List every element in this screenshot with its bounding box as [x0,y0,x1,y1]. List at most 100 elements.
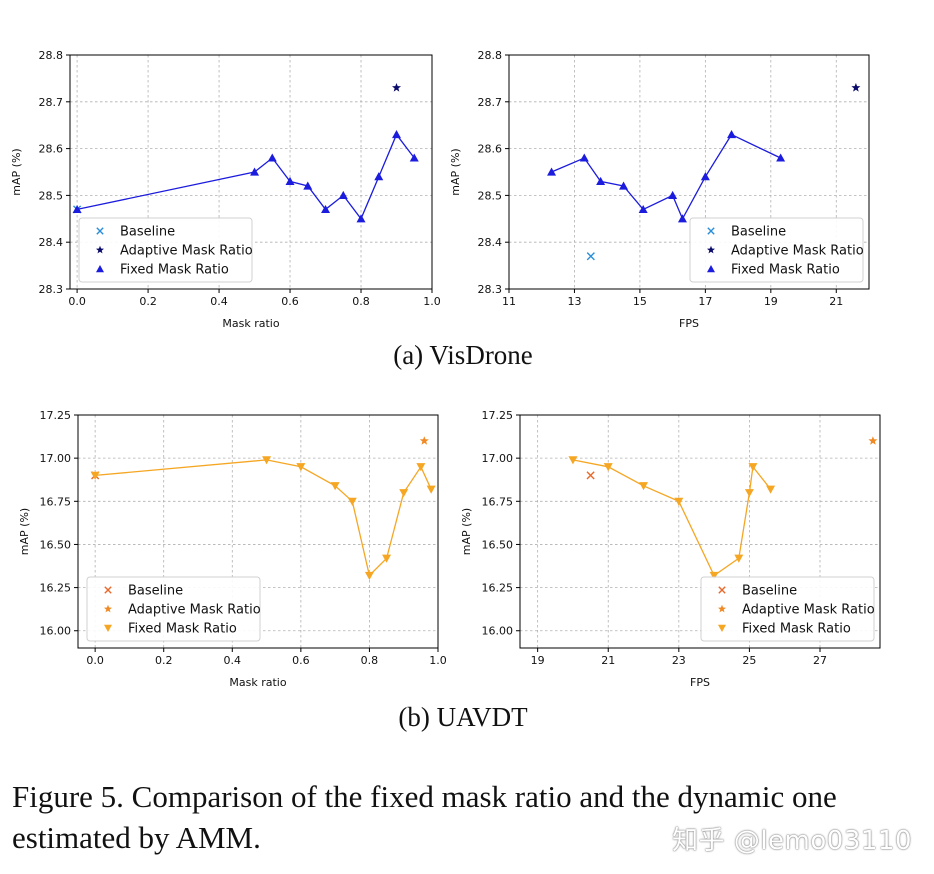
x-tick-label: 21 [601,654,615,667]
y-tick-label: 17.25 [482,409,514,422]
data-point [619,181,629,190]
legend-box [689,217,864,283]
x-stroke [586,252,595,261]
x-axis-label: FPS [679,317,699,330]
series-line [551,133,781,221]
data-point [321,204,331,214]
series-line [76,133,415,221]
x-stroke [718,586,726,594]
series-adaptive-mask-ratio [851,83,861,92]
y-tick-label: 28.7 [39,96,64,109]
watermark: 知乎 @lemo03110 [672,826,912,856]
y-tick-label: 28.3 [478,283,503,296]
data-point [303,181,313,190]
series-adaptive-mask-ratio [868,436,878,445]
legend-label: Fixed Mask Ratio [120,263,229,278]
legend-item: Fixed Mask Ratio [96,263,229,278]
x-tick-label: 0.6 [281,295,299,308]
chart-panel-4: 19 21 23 25 27 16.00 16.25 16.50 16.75 17.00 17.25… [460,409,881,689]
legend-item: Adaptive Mask Ratio [707,244,864,259]
y-axis-label: mAP (%) [10,148,23,195]
x-tick-label: 25 [742,654,756,667]
x-tick-label: 1.0 [429,654,447,667]
legend-label: Fixed Mask Ratio [128,622,237,637]
x-stroke [586,471,595,480]
data-point [727,130,737,139]
legend-marker [707,227,715,235]
data-point [356,214,366,223]
legend-box [86,576,261,642]
series-line [95,459,432,577]
legend-label: Fixed Mask Ratio [731,263,840,278]
data-point [399,489,409,498]
plot-frame [508,54,870,290]
x-tick-label: 0.8 [361,654,379,667]
legend-marker [718,624,726,632]
data-point [330,482,340,491]
legend-item: Adaptive Mask Ratio [96,244,253,259]
data-point [639,482,649,491]
x-tick-label: 0.0 [68,295,86,308]
legend-item: Baseline [96,225,175,240]
data-point [734,554,744,563]
x-tick-label: 19 [531,654,545,667]
series-fixed-mask-ratio [90,456,436,581]
x-tick-label: 0.2 [155,654,173,667]
x-tick-label: 23 [672,654,686,667]
series-adaptive-mask-ratio [392,83,401,92]
legend-label: Fixed Mask Ratio [742,622,851,637]
x-tick-label: 0.2 [139,295,157,308]
y-tick-label: 28.4 [39,236,64,249]
y-tick-label: 28.5 [478,189,503,202]
y-tick-label: 28.8 [478,49,503,62]
legend-label: Adaptive Mask Ratio [731,244,864,259]
data-point [409,153,419,162]
legend-label: Baseline [742,584,797,599]
series-adaptive-mask-ratio [419,436,429,445]
series-baseline [586,471,595,480]
x-tick-label: 0.6 [292,654,310,667]
x-stroke [96,227,104,235]
data-point [748,463,758,472]
data-point [382,554,392,563]
legend-item: Fixed Mask Ratio [104,622,237,637]
legend-marker [718,604,726,613]
data-point [285,176,295,185]
x-stroke [104,586,112,594]
data-point [426,485,436,494]
y-tick-label: 17.00 [482,452,514,465]
legend-marker [707,245,715,254]
x-axis-label: FPS [690,676,710,689]
data-point [677,214,687,223]
series-fixed-mask-ratio [547,130,786,223]
data-point [603,463,613,472]
legend: Baseline Adaptive Mask Ratio Fixed Mask Ra… [86,576,261,642]
legend-item: Fixed Mask Ratio [718,622,851,637]
data-point [638,204,648,214]
x-tick-label: 19 [764,295,778,308]
plot-frame [519,414,881,649]
x-tick-label: 17 [698,295,712,308]
chart-panel-2: 11 13 15 17 19 21 28.3 28.4 28.5 28.6 28.7 28.8 FPS m… [449,49,870,330]
y-axis-label: mAP (%) [460,508,473,555]
data-point [250,167,260,176]
data-point [347,497,357,506]
y-tick-label: 16.00 [482,625,514,638]
y-tick-label: 16.25 [482,582,514,595]
data-point [392,130,402,139]
x-tick-label: 0.4 [224,654,242,667]
x-tick-label: 13 [567,295,581,308]
x-tick-label: 27 [813,654,827,667]
data-point [766,485,776,494]
legend-item: Adaptive Mask Ratio [104,603,261,618]
data-point [579,153,589,162]
legend-box [700,576,875,642]
legend-label: Baseline [120,225,175,240]
legend-label: Adaptive Mask Ratio [128,603,261,618]
x-stroke [707,227,715,235]
x-tick-label: 11 [502,295,516,308]
legend-marker [96,227,104,235]
data-point [262,456,272,465]
y-tick-label: 28.5 [39,189,64,202]
